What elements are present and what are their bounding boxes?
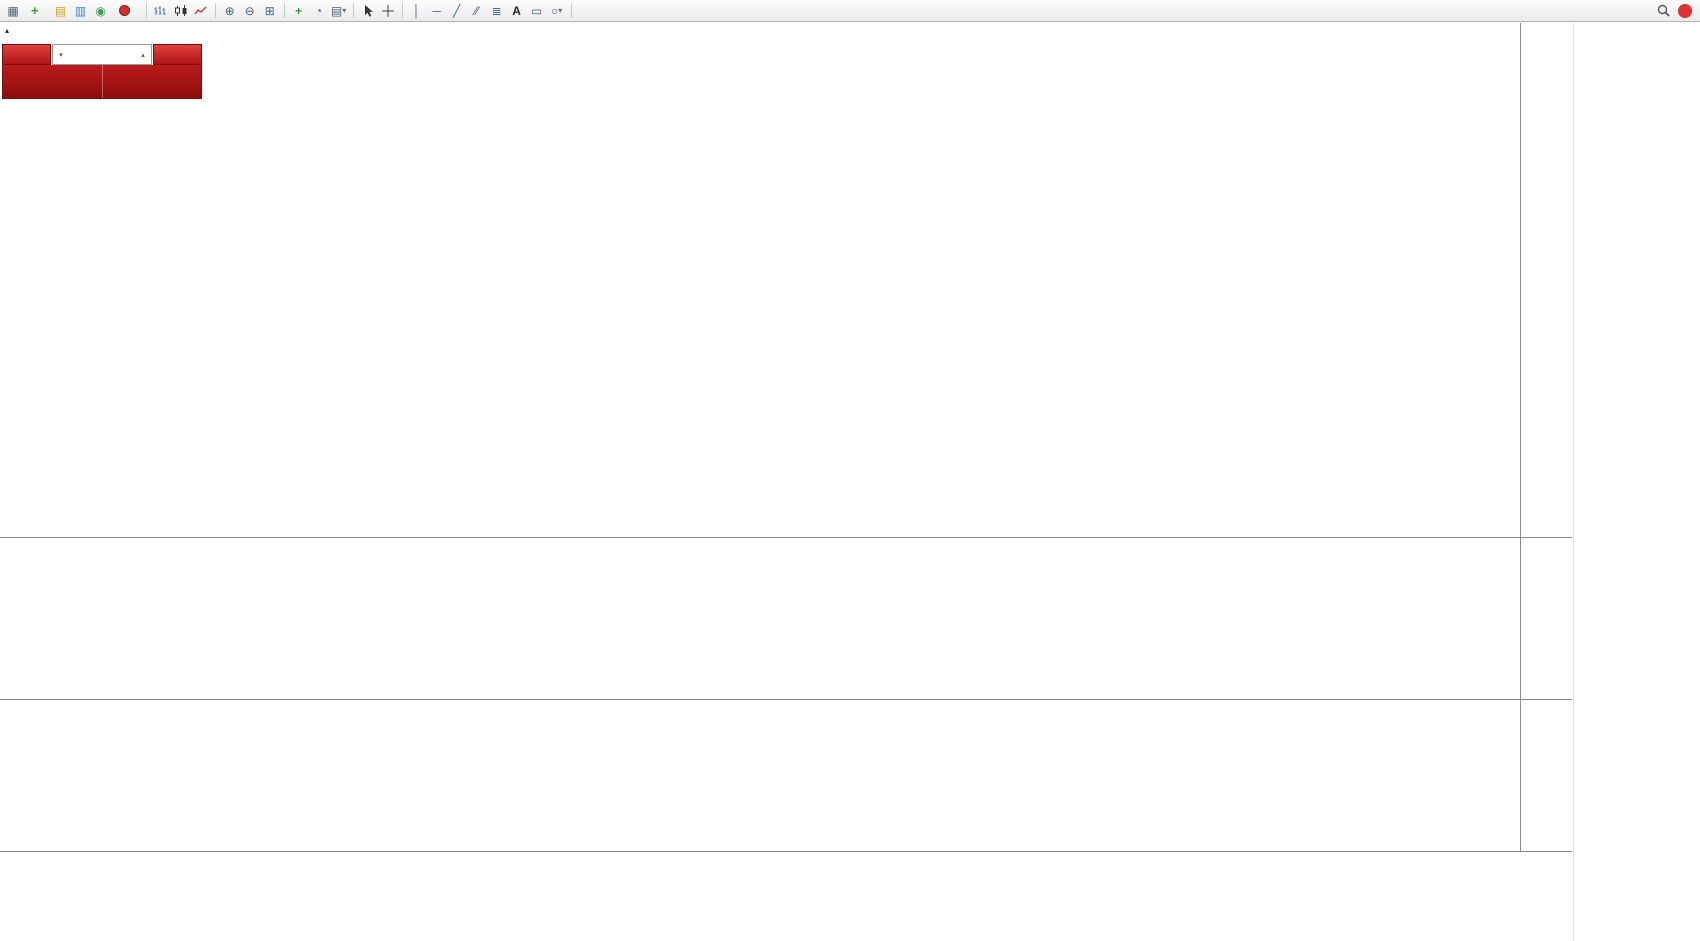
volume-stepper[interactable]: ▾ ▴ — [52, 44, 152, 65]
right-margin — [1573, 23, 1700, 941]
channel-icon[interactable]: ⁄⁄ — [474, 3, 479, 18]
buy-price[interactable] — [101, 65, 202, 98]
volume-decrease-button[interactable]: ▾ — [59, 51, 63, 59]
tile-windows-icon[interactable]: ⊞ — [264, 3, 275, 18]
toolbar-separator — [214, 3, 216, 18]
shapes-tool-icon[interactable]: ○ ▾ — [550, 3, 563, 18]
bar-chart-icon[interactable] — [152, 3, 170, 19]
new-order-icon: + — [31, 2, 39, 18]
candlestick-chart-icon[interactable] — [172, 3, 190, 19]
toolbar-separator — [570, 3, 572, 18]
main-toolbar: ▦ + ▤ ▥ ◉ ⊕ ⊖ ⊞ + ◔ ▤ ▾ — [0, 0, 1700, 22]
new-order-button[interactable]: + — [24, 2, 50, 20]
indicators-icon[interactable]: + — [295, 3, 303, 18]
fibonacci-icon[interactable]: ≣ — [491, 3, 502, 18]
one-click-trading-panel: ▾ ▴ — [2, 44, 202, 99]
market-watch-icon[interactable]: ▤ — [54, 3, 67, 18]
text-tool-icon[interactable]: A — [512, 3, 521, 18]
crosshair-icon[interactable] — [379, 3, 397, 19]
chart-symbol-header: ▴ — [5, 26, 23, 35]
volume-increase-button[interactable]: ▴ — [141, 51, 145, 59]
cursor-icon[interactable] — [359, 3, 377, 19]
time-axis-border — [0, 851, 1572, 852]
toolbar-separator — [352, 3, 354, 18]
templates-icon[interactable]: ▤ ▾ — [330, 3, 347, 18]
new-chart-icon[interactable]: ▦ — [7, 3, 19, 18]
autotrading-button[interactable] — [112, 2, 141, 20]
sell-button[interactable] — [2, 44, 51, 65]
buy-button[interactable] — [153, 44, 202, 65]
zoom-in-icon[interactable]: ⊕ — [224, 3, 235, 18]
terminal-icon[interactable]: ◉ — [95, 3, 106, 18]
price-axis[interactable] — [1521, 0, 1572, 941]
vertical-line-icon[interactable]: │ — [412, 3, 421, 18]
sell-price[interactable] — [3, 65, 102, 98]
time-axis[interactable] — [0, 852, 1572, 872]
periods-icon[interactable]: ◔ — [314, 3, 323, 18]
notification-badge[interactable] — [1678, 3, 1692, 18]
pane-splitter[interactable] — [0, 537, 1572, 538]
price-axis-border — [1520, 23, 1521, 851]
zoom-out-icon[interactable]: ⊖ — [244, 3, 255, 18]
toolbar-separator — [283, 3, 285, 18]
autotrading-icon — [118, 5, 130, 16]
navigator-icon[interactable]: ▥ — [74, 3, 87, 18]
line-chart-icon[interactable] — [192, 3, 210, 19]
toolbar-separator — [401, 3, 403, 18]
symbol-icon: ▴ — [5, 26, 10, 35]
search-icon[interactable] — [1654, 3, 1672, 19]
pane-splitter[interactable] — [0, 699, 1572, 700]
trendline-icon[interactable]: ╱ — [452, 3, 461, 18]
label-tool-icon[interactable]: ▭ — [530, 3, 543, 18]
toolbar-separator — [145, 3, 147, 18]
horizontal-line-icon[interactable]: ─ — [432, 3, 441, 18]
